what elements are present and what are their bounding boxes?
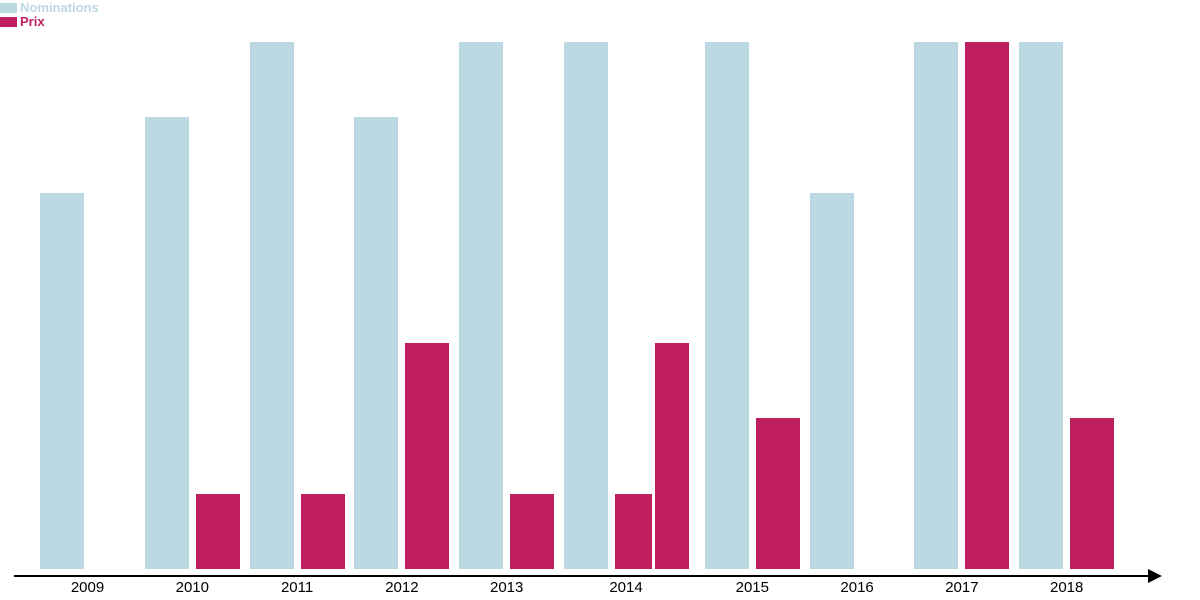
bar-prix-2014-2 [655,343,689,569]
legend-label-prix: Prix [20,14,45,29]
x-axis-label-2018: 2018 [1050,579,1084,596]
x-axis-label-2015: 2015 [735,579,769,596]
legend-label-nominations: Nominations [20,0,99,15]
bar-nominations-2011 [249,41,294,569]
bar-nominations-2013 [459,41,504,569]
x-axis-label-2011: 2011 [280,579,314,596]
bar-nominations-2017 [914,41,959,569]
legend-swatch-prix-icon [0,17,17,27]
legend-swatch-nominations-icon [0,3,17,13]
bar-nominations-2016 [809,192,854,569]
bar-prix-2010 [195,493,240,569]
bar-nominations-2010 [144,117,189,569]
bar-nominations-2012 [354,117,399,569]
x-axis-label-2014: 2014 [609,579,643,596]
x-axis-label-2012: 2012 [385,579,419,596]
x-axis-label-2013: 2013 [490,579,524,596]
bar-nominations-2015 [704,41,749,569]
bar-nominations-2009 [40,192,84,569]
x-axis-label-2016: 2016 [840,579,874,596]
bar-prix-2014-1 [615,493,652,569]
legend-item-prix: Prix [0,14,99,29]
legend-item-nominations: Nominations [0,0,99,15]
x-axis-label-2010: 2010 [175,579,209,596]
x-axis-label-2017: 2017 [945,579,979,596]
bar-prix-2018 [1070,418,1115,569]
bar-prix-2012 [405,343,450,569]
bar-prix-2013 [510,493,555,569]
legend: Nominations Prix [0,0,99,30]
bar-prix-2011 [300,493,345,569]
bar-nominations-2014 [564,41,608,569]
bar-prix-2017 [965,41,1010,569]
x-axis-line [14,574,1155,577]
x-axis-label-2009: 2009 [70,579,105,596]
x-axis-arrow-icon [1148,569,1162,583]
bar-prix-2015 [755,418,800,569]
bar-nominations-2018 [1019,41,1064,569]
